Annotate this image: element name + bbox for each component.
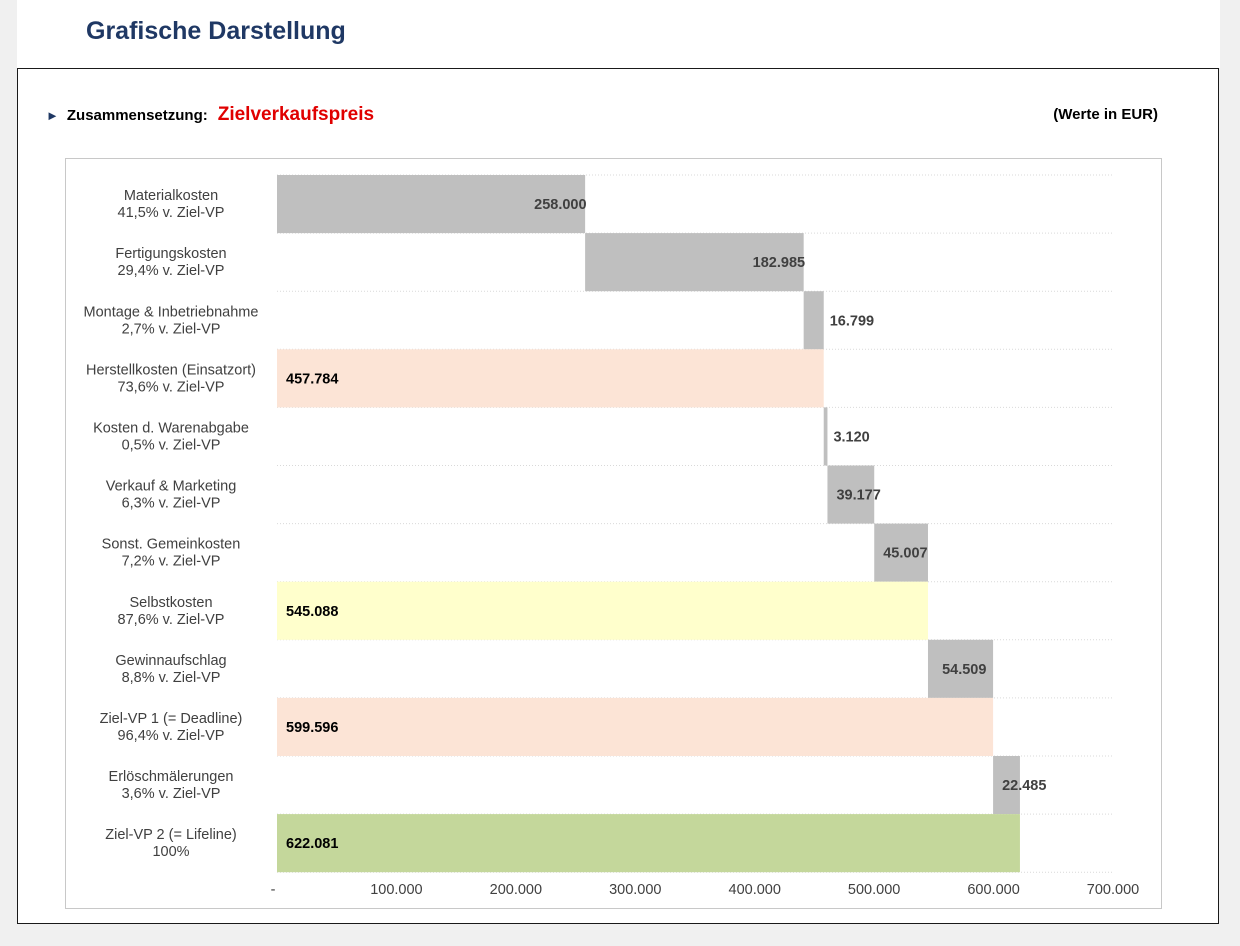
category-share: 6,3% v. Ziel-VP [122,496,221,512]
bar [827,465,875,524]
composition-line: ► Zusammensetzung: Zielverkaufspreis [46,104,374,126]
category-label: Montage & Inbetriebnahme [84,304,259,320]
bar [277,697,994,756]
value-label: 622.081 [286,836,338,852]
category-share: 0,5% v. Ziel-VP [122,437,221,453]
bar [277,581,928,640]
category-label: Verkauf & Marketing [106,479,237,495]
value-label: 45.007 [883,546,927,562]
value-label: 545.088 [286,604,338,620]
category-label: Fertigungskosten [115,246,226,262]
category-label: Herstellkosten (Einsatzort) [86,362,256,378]
bar [277,175,586,234]
bar [993,756,1020,815]
units-note: (Werte in EUR) [1053,106,1158,123]
header-band: Grafische Darstellung [17,0,1220,68]
category-label: Selbstkosten [129,595,212,611]
category-share: 29,4% v. Ziel-VP [118,263,225,279]
bar [803,291,824,350]
category-label: Ziel-VP 1 (= Deadline) [100,711,243,727]
bar [874,523,928,582]
composition-label: Zusammensetzung: [66,107,208,124]
chart-frame: Materialkosten 41,5% v. Ziel-VP 258.000 Fer… [65,158,1162,909]
category-label: Ziel-VP 2 (= Lifeline) [105,827,237,843]
category-share: 8,8% v. Ziel-VP [122,670,221,686]
category-share: 2,7% v. Ziel-VP [122,321,221,337]
x-tick-label: 100.000 [370,882,422,898]
value-label: 22.485 [1002,778,1046,794]
category-label: Materialkosten [124,188,218,204]
category-share: 41,5% v. Ziel-VP [118,205,225,221]
value-label: 39.177 [836,488,880,504]
x-tick-label: 300.000 [609,882,661,898]
triangle-right-icon: ► [46,108,59,123]
category-label: Kosten d. Warenabgabe [93,420,249,436]
bar [585,233,804,292]
value-label: 54.509 [942,662,986,678]
category-share: 7,2% v. Ziel-VP [122,554,221,570]
category-share: 73,6% v. Ziel-VP [118,379,225,395]
value-label: 16.799 [830,313,874,329]
x-tick-label: 600.000 [967,882,1019,898]
x-tick-label: 200.000 [490,882,542,898]
value-label: 599.596 [286,720,338,736]
value-label: 457.784 [286,371,338,387]
category-share: 96,4% v. Ziel-VP [118,728,225,744]
x-tick-label: 500.000 [848,882,900,898]
bar [823,407,828,466]
category-share: 3,6% v. Ziel-VP [122,786,221,802]
bar [277,349,824,408]
chart-panel: ► Zusammensetzung: Zielverkaufspreis (We… [17,68,1219,924]
category-label: Erlöschmälerungen [109,769,234,785]
bar [927,639,994,698]
category-label: Gewinnaufschlag [115,653,226,669]
category-label: Sonst. Gemeinkosten [102,537,241,553]
category-share: 87,6% v. Ziel-VP [118,612,225,628]
value-label: 3.120 [833,429,869,445]
x-tick-label: - [271,882,276,898]
value-label: 182.985 [753,255,805,271]
value-label: 258.000 [534,197,586,213]
bar [277,814,1020,873]
category-share: 100% [152,844,189,860]
x-tick-label: 400.000 [729,882,781,898]
composition-value: Zielverkaufspreis [217,104,375,125]
page-title: Grafische Darstellung [86,17,346,45]
x-tick-label: 700.000 [1087,882,1139,898]
